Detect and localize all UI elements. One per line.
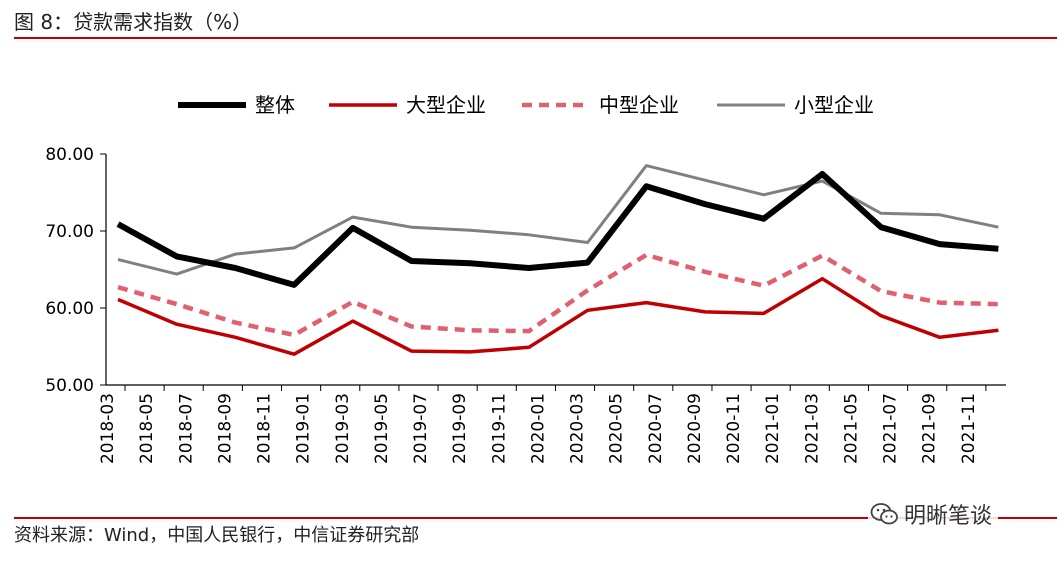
x-tick-label: 2021-01	[763, 393, 783, 464]
x-tick-label: 2019-09	[450, 393, 470, 464]
x-tick-label: 2019-01	[294, 393, 314, 464]
x-tick-label: 2021-05	[841, 393, 861, 464]
series-lines	[116, 164, 999, 356]
series-line-3	[117, 252, 999, 338]
y-tick-label: 50.00	[45, 376, 94, 396]
legend-label-3: 中型企业	[599, 93, 679, 117]
series-line-4	[117, 164, 999, 276]
x-tick-label: 2020-01	[528, 393, 548, 464]
source-note: 资料来源：Wind，中国人民银行，中信证券研究部	[14, 525, 420, 546]
x-tick-label: 2020-11	[724, 393, 744, 464]
x-tick-label: 2021-11	[959, 393, 979, 464]
wechat-icon	[870, 503, 898, 525]
legend-label-1: 整体	[255, 93, 295, 117]
legend-label-2: 大型企业	[406, 93, 486, 117]
watermark-text: 明晰笔谈	[904, 504, 993, 529]
x-tick-label: 2020-07	[646, 393, 666, 464]
x-tick-label: 2019-05	[372, 393, 392, 464]
series-line-1	[116, 171, 999, 288]
x-tick-label: 2018-09	[215, 393, 235, 464]
legend-label-4: 小型企业	[794, 93, 874, 117]
x-tick-label: 2021-03	[802, 393, 822, 464]
y-tick-label: 60.00	[45, 299, 94, 319]
series-line-2	[117, 276, 999, 356]
legend: 整体 大型企业 中型企业 小型企业	[178, 93, 874, 117]
top-rule	[14, 37, 1057, 39]
x-tick-label: 2018-11	[255, 393, 275, 464]
x-tick-label: 2020-03	[568, 393, 588, 464]
x-tick-label: 2019-07	[411, 393, 431, 464]
y-tick-label: 80.00	[45, 145, 94, 165]
x-tick-label: 2020-09	[685, 393, 705, 464]
x-tick-label: 2021-07	[881, 393, 901, 464]
x-tick-label: 2018-07	[176, 393, 196, 464]
x-tick-label: 2019-03	[333, 393, 353, 464]
x-tick-label: 2021-09	[920, 393, 940, 464]
y-tick-label: 70.00	[45, 222, 94, 242]
figure-title: 图 8：贷款需求指数（%）	[14, 10, 253, 34]
bottom-rule	[14, 517, 1057, 519]
watermark: 明晰笔谈	[868, 497, 999, 531]
x-tick-label: 2018-03	[98, 393, 118, 464]
x-tick-label: 2019-11	[489, 393, 509, 464]
chart-axes: 50.00 60.00 70.00 80.00 2018-03 2018-05 2018-0…	[45, 145, 1006, 464]
x-tick-label: 2018-05	[137, 393, 157, 464]
x-tick-label: 2020-05	[607, 393, 627, 464]
